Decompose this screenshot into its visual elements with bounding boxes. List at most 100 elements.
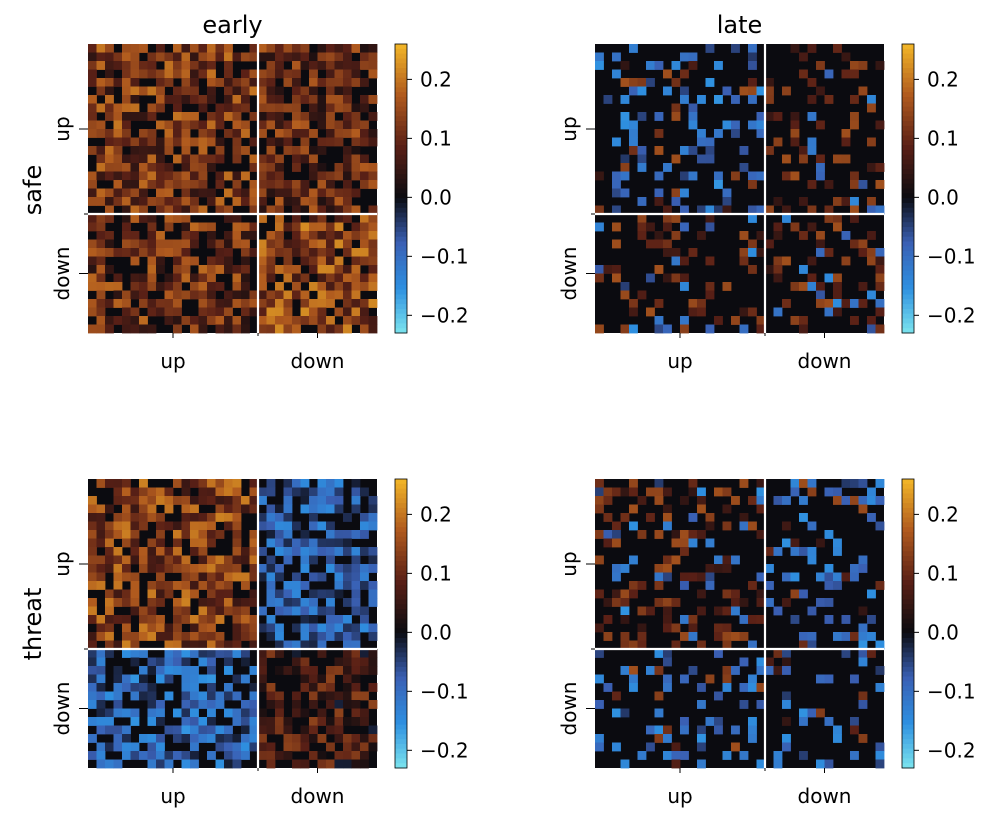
heatmap-cell [275, 316, 284, 325]
heatmap-cell [173, 623, 182, 633]
heatmap-cell [850, 299, 859, 308]
colorbar-segment [902, 594, 914, 600]
heatmap-cell [867, 205, 876, 215]
heatmap-cell [156, 163, 165, 172]
heatmap-cell [637, 640, 647, 650]
heatmap-cell [266, 299, 276, 308]
heatmap-cell [241, 273, 250, 283]
heatmap-cell [309, 103, 318, 113]
heatmap-cell [113, 248, 123, 257]
heatmap-cell [156, 717, 165, 726]
heatmap-cell [292, 589, 301, 599]
heatmap-cell [113, 572, 123, 582]
heatmap-cell [232, 316, 242, 325]
heatmap-cell [156, 282, 165, 291]
heatmap-cell [309, 615, 318, 624]
heatmap-cell [198, 734, 208, 743]
heatmap-cell [241, 615, 250, 624]
heatmap-cell [224, 171, 233, 181]
heatmap-cell [266, 717, 276, 726]
heatmap-cell [334, 282, 344, 291]
heatmap-cell [799, 52, 808, 62]
heatmap-cell [266, 61, 276, 70]
colorbar-segment [395, 488, 407, 494]
colorbar-segment [395, 92, 407, 98]
colorbar-segment [902, 763, 914, 769]
heatmap-cell [96, 683, 106, 692]
colorbar-segment [902, 536, 914, 543]
heatmap-cell [283, 538, 293, 548]
heatmap-cell [292, 290, 301, 300]
heatmap-cell [207, 290, 216, 300]
heatmap-cell [351, 154, 361, 164]
heatmap-cell [680, 222, 689, 232]
heatmap-cell [663, 623, 672, 633]
colorbar-segment [395, 565, 407, 572]
colorbar-segment [395, 63, 407, 69]
heatmap-cell [292, 742, 301, 752]
heatmap-cell [113, 129, 123, 138]
heatmap-cell [181, 598, 191, 607]
colorbar-segment [902, 96, 914, 103]
heatmap-cell [249, 742, 259, 752]
heatmap-cell [343, 691, 352, 701]
heatmap-cell [139, 666, 148, 675]
heatmap-cell [198, 530, 208, 539]
heatmap-cell [326, 188, 335, 198]
heatmap-cell [697, 572, 706, 582]
heatmap-cell [595, 530, 604, 539]
colorbar-segment [395, 323, 407, 329]
heatmap-cell [680, 632, 689, 641]
heatmap-cell [731, 589, 740, 599]
heatmap-cell [603, 683, 613, 692]
heatmap-cell [351, 700, 361, 709]
heatmap-cell [317, 197, 327, 206]
heatmap-cell [300, 44, 310, 53]
heatmap-cell [309, 496, 318, 505]
heatmap-cell [147, 137, 157, 147]
heatmap-cell [258, 742, 267, 752]
heatmap-cell [595, 742, 604, 752]
heatmap-cell [181, 44, 191, 53]
heatmap-cell [334, 751, 344, 760]
heatmap-cell [215, 581, 225, 590]
heatmap-cell [283, 717, 293, 726]
heatmap-cell [816, 598, 825, 607]
heatmap-cell [88, 222, 97, 232]
heatmap-cell [334, 44, 344, 53]
colorbar-segment [902, 77, 914, 84]
heatmap-cell [309, 683, 318, 692]
heatmap-cell [275, 307, 284, 317]
colorbar-segment [395, 140, 407, 146]
heatmap-cell [266, 521, 276, 531]
heatmap-cell [147, 751, 157, 760]
heatmap-cell [275, 572, 284, 582]
heatmap-cell [309, 513, 318, 522]
heatmap-cell [858, 606, 868, 616]
heatmap-cell [198, 282, 208, 291]
heatmap-cell [334, 120, 344, 130]
heatmap-cell [207, 112, 216, 121]
heatmap-cell [96, 572, 106, 582]
heatmap-cell [326, 615, 335, 624]
heatmap-cell [113, 683, 123, 692]
heatmap-cell [173, 547, 182, 556]
heatmap-cell [147, 581, 157, 590]
colorbar-segment [395, 753, 407, 759]
colorbar-segment [902, 531, 914, 538]
heatmap-cell [266, 572, 276, 582]
heatmap-cell [122, 479, 131, 488]
heatmap-cell [773, 112, 783, 121]
heatmap-cell [722, 606, 732, 616]
heatmap-cell [88, 61, 97, 70]
heatmap-cell [326, 171, 335, 181]
heatmap-cell [164, 666, 174, 675]
heatmap-cell [368, 734, 378, 743]
heatmap-cell [156, 180, 165, 189]
heatmap-cell [368, 205, 378, 215]
heatmap-cell [300, 290, 310, 300]
heatmap-cell [714, 555, 723, 565]
heatmap-cell [292, 606, 301, 616]
heatmap-cell [714, 487, 723, 497]
heatmap-cell [799, 496, 808, 505]
